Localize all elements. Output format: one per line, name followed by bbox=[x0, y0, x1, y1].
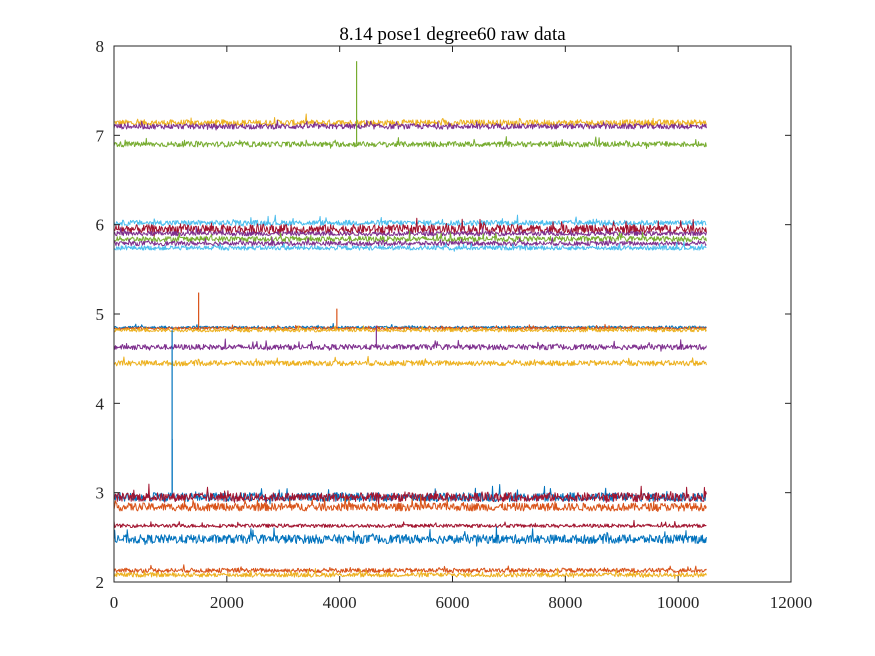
series-line-14 bbox=[114, 355, 707, 367]
x-tick-label: 4000 bbox=[323, 593, 357, 612]
series-line-17 bbox=[113, 494, 707, 512]
ticks-layer: 0 2000 4000 6000 8000 10000 12000 2 3 4 5 6 7 8 bbox=[96, 37, 813, 612]
series-layer bbox=[113, 61, 707, 579]
series-line-2 bbox=[113, 119, 707, 131]
x-tick-label: 8000 bbox=[548, 593, 582, 612]
series-line-1 bbox=[114, 113, 707, 128]
series-line-19 bbox=[113, 526, 707, 547]
series-line-12 bbox=[113, 325, 707, 333]
series-line-9 bbox=[113, 241, 707, 252]
series-line-16 bbox=[113, 483, 707, 506]
series-line-8 bbox=[113, 236, 707, 248]
y-tick-label: 4 bbox=[96, 394, 105, 413]
y-tick-label: 6 bbox=[96, 216, 105, 235]
x-tick-label: 0 bbox=[110, 593, 119, 612]
x-tick-label: 10000 bbox=[657, 593, 700, 612]
series-line-13 bbox=[113, 338, 707, 352]
x-tick-label: 12000 bbox=[770, 593, 813, 612]
y-tick-label: 3 bbox=[96, 484, 105, 503]
series-line-20 bbox=[113, 564, 707, 575]
series-line-21 bbox=[113, 567, 707, 579]
series-line-18 bbox=[113, 519, 707, 529]
chart-title: 8.14 pose1 degree60 raw data bbox=[339, 24, 566, 45]
series-line-5 bbox=[113, 217, 707, 238]
x-tick-label: 6000 bbox=[436, 593, 470, 612]
y-tick-label: 2 bbox=[96, 573, 105, 592]
axes-background bbox=[114, 46, 791, 582]
series-line-4 bbox=[113, 214, 707, 228]
y-tick-label: 7 bbox=[96, 126, 105, 145]
y-tick-label: 8 bbox=[96, 37, 105, 56]
series-line-7 bbox=[113, 230, 707, 243]
series-line-3 bbox=[113, 136, 707, 149]
x-tick-label: 2000 bbox=[210, 593, 244, 612]
y-tick-label: 5 bbox=[96, 305, 105, 324]
